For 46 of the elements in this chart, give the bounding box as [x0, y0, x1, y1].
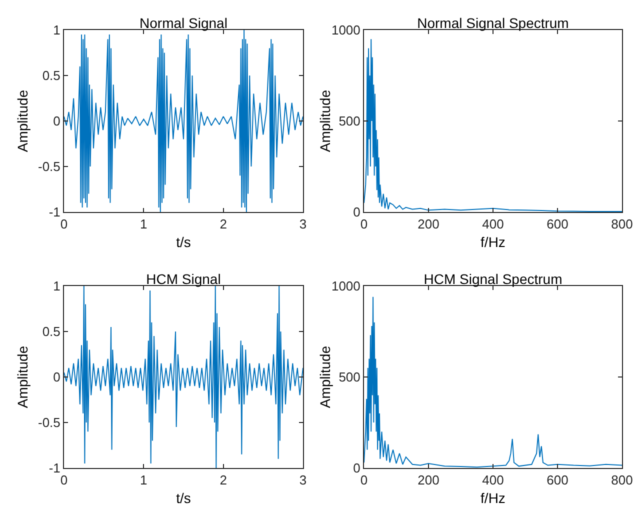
y-tick-label: 0.5 [42, 324, 60, 340]
y-tick-label: -1 [48, 460, 60, 476]
y-tick-label: 0 [53, 370, 60, 385]
y-axis-title: Amplitude [14, 90, 31, 152]
y-tick-label: 500 [338, 114, 360, 129]
x-axis-title: t/s [176, 234, 191, 250]
y-tick-label: 1 [53, 22, 60, 38]
y-tick-label: -1 [48, 204, 60, 220]
y-tick-label: -0.5 [38, 159, 60, 174]
x-tick-label: 1 [140, 472, 148, 488]
chart-title: HCM Signal Spectrum [424, 271, 562, 287]
x-tick-label: 800 [611, 472, 633, 488]
y-axis-title: Amplitude [317, 90, 333, 152]
x-tick-label: 600 [546, 216, 568, 232]
x-axis-title: t/s [176, 490, 191, 506]
chart-title: Normal Signal Spectrum [417, 15, 569, 31]
y-tick-label: -0.5 [38, 415, 60, 430]
x-tick-label: 2 [220, 216, 227, 232]
x-tick-label: 3 [299, 472, 307, 488]
chart-title: Normal Signal [140, 15, 228, 31]
x-tick-label: 200 [418, 472, 440, 488]
x-axis-title: f/Hz [480, 490, 506, 506]
y-tick-label: 1 [53, 278, 60, 294]
x-tick-label: 200 [418, 216, 440, 232]
x-tick-label: 600 [546, 472, 568, 488]
line-series [364, 38, 622, 212]
line-series [364, 296, 622, 468]
y-axis-title: Amplitude [317, 346, 333, 408]
y-tick-label: 0 [53, 114, 60, 129]
x-tick-label: 2 [220, 472, 227, 488]
x-axis-title: f/Hz [480, 234, 506, 250]
x-tick-label: 400 [482, 216, 504, 232]
line-series [64, 286, 303, 468]
y-tick-label: 1000 [331, 22, 360, 38]
x-tick-label: 400 [482, 472, 504, 488]
x-tick-label: 800 [611, 216, 633, 232]
y-tick-label: 0 [353, 460, 360, 476]
line-series [64, 30, 303, 212]
y-tick-label: 0.5 [42, 68, 60, 84]
y-tick-label: 1000 [331, 278, 360, 294]
chart-title: HCM Signal [146, 271, 221, 287]
y-tick-label: 0 [353, 204, 360, 220]
x-tick-label: 1 [140, 216, 148, 232]
y-tick-label: 500 [338, 370, 360, 385]
x-tick-label: 3 [299, 216, 307, 232]
y-axis-title: Amplitude [14, 346, 31, 408]
